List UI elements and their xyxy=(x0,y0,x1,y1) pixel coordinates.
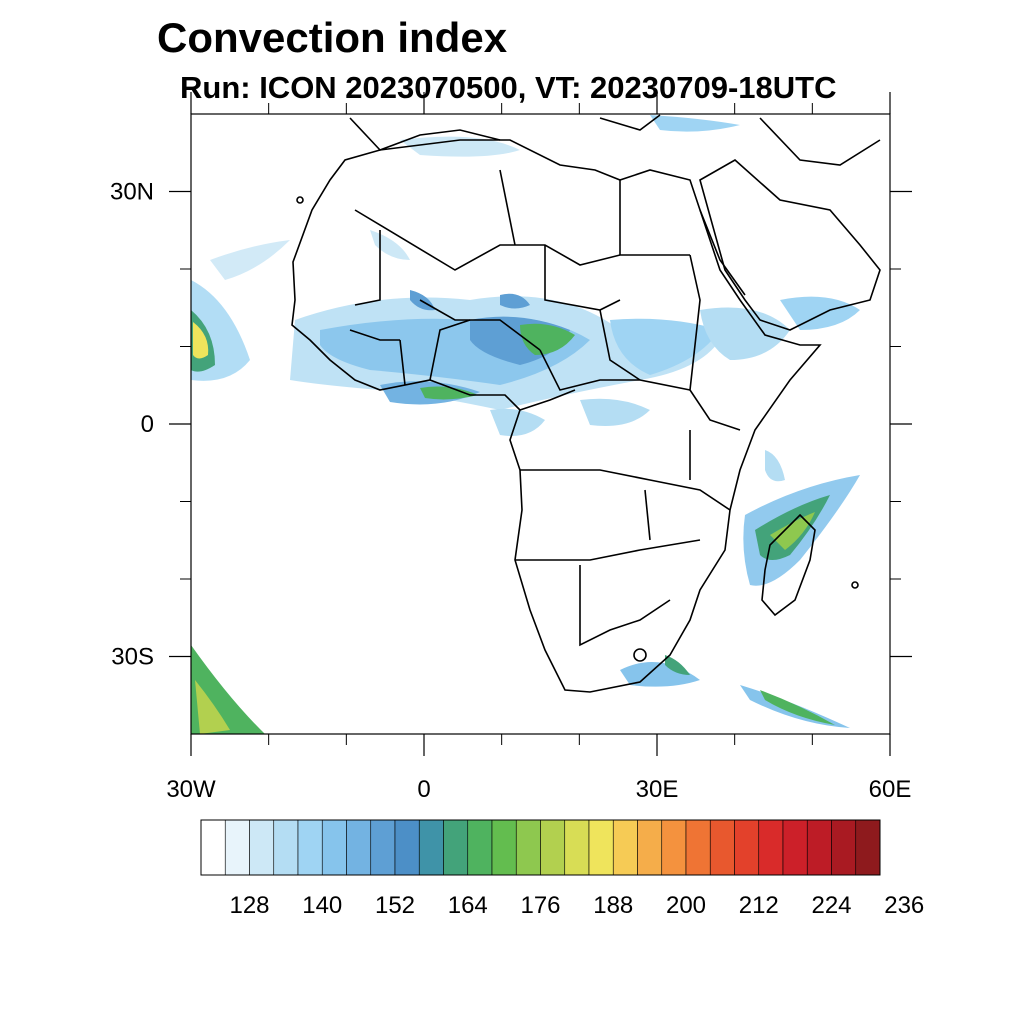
colorbar-swatch xyxy=(418,819,444,876)
colorbar-swatch xyxy=(249,819,275,876)
colorbar-swatch xyxy=(782,819,808,876)
colorbar-swatch xyxy=(564,819,590,876)
colorbar-label: 188 xyxy=(593,892,633,919)
colorbar-label: 164 xyxy=(448,892,488,919)
convection-shading xyxy=(191,115,860,734)
colorbar-swatch xyxy=(224,819,250,876)
lat-tick-label: 30S xyxy=(111,644,154,671)
colorbar-label: 200 xyxy=(666,892,706,919)
lon-tick-label: 30E xyxy=(636,776,679,803)
colorbar-swatch xyxy=(588,819,614,876)
colorbar-frame xyxy=(200,819,881,876)
axis-ticks: 30W 0 30E 60E 30N 0 30S xyxy=(110,92,912,803)
lon-tick-label: 0 xyxy=(417,776,430,803)
map-title: Convection index xyxy=(157,14,508,61)
colorbar-label: 176 xyxy=(520,892,560,919)
lon-tick-label: 60E xyxy=(869,776,912,803)
colorbar-swatch xyxy=(734,819,760,876)
colorbar-label: 152 xyxy=(375,892,415,919)
colorbar-swatch xyxy=(443,819,469,876)
colorbar-swatch xyxy=(855,819,881,876)
colorbar-swatch xyxy=(540,819,566,876)
colorbar-label: 128 xyxy=(229,892,269,919)
colorbar-swatch xyxy=(515,819,541,876)
lon-tick-label: 30W xyxy=(166,776,216,803)
colorbar-swatch xyxy=(321,819,347,876)
colorbar-label: 140 xyxy=(302,892,342,919)
colorbar-swatch xyxy=(297,819,323,876)
colorbar-swatch xyxy=(467,819,493,876)
colorbar-swatch xyxy=(370,819,396,876)
colorbar-swatch xyxy=(831,819,857,876)
colorbar-swatch xyxy=(273,819,299,876)
colorbar-swatch xyxy=(806,819,832,876)
colorbar-label: 212 xyxy=(739,892,779,919)
colorbar-swatch xyxy=(200,819,226,876)
colorbar-swatch xyxy=(346,819,372,876)
colorbar-swatch xyxy=(758,819,784,876)
colorbar: 128 140 152 164 176 188 200 212 224 236 xyxy=(200,819,924,919)
map-subtitle: Run: ICON 2023070500, VT: 20230709-18UTC xyxy=(180,70,837,105)
colorbar-swatch xyxy=(612,819,638,876)
colorbar-swatch xyxy=(491,819,517,876)
colorbar-swatch xyxy=(394,819,420,876)
colorbar-label: 224 xyxy=(811,892,851,919)
lat-tick-label: 0 xyxy=(141,411,154,438)
colorbar-swatch xyxy=(685,819,711,876)
colorbar-swatch xyxy=(709,819,735,876)
coastlines-and-borders xyxy=(291,114,881,693)
lat-tick-label: 30N xyxy=(110,179,154,206)
colorbar-swatch xyxy=(661,819,687,876)
colorbar-label: 236 xyxy=(884,892,924,919)
colorbar-swatch xyxy=(637,819,663,876)
